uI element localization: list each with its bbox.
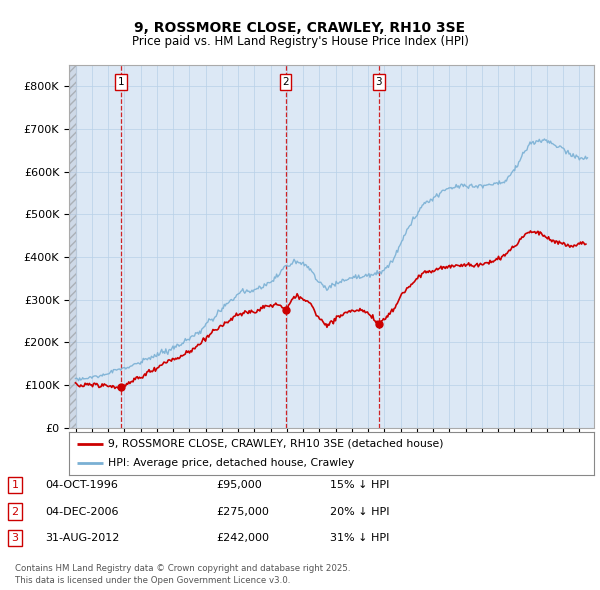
- Text: 31% ↓ HPI: 31% ↓ HPI: [330, 533, 389, 543]
- Text: £275,000: £275,000: [216, 507, 269, 516]
- Text: 3: 3: [11, 533, 19, 543]
- Bar: [69, 65, 76, 428]
- Text: 31-AUG-2012: 31-AUG-2012: [45, 533, 119, 543]
- Text: £95,000: £95,000: [216, 480, 262, 490]
- Text: 04-OCT-1996: 04-OCT-1996: [45, 480, 118, 490]
- Text: 15% ↓ HPI: 15% ↓ HPI: [330, 480, 389, 490]
- Bar: [69, 65, 76, 428]
- Text: 3: 3: [376, 77, 382, 87]
- Text: £242,000: £242,000: [216, 533, 269, 543]
- Text: 04-DEC-2006: 04-DEC-2006: [45, 507, 119, 516]
- Text: 9, ROSSMORE CLOSE, CRAWLEY, RH10 3SE (detached house): 9, ROSSMORE CLOSE, CRAWLEY, RH10 3SE (de…: [109, 439, 444, 449]
- Text: 1: 1: [118, 77, 124, 87]
- Text: 20% ↓ HPI: 20% ↓ HPI: [330, 507, 389, 516]
- Text: 2: 2: [11, 507, 19, 516]
- Text: 2: 2: [282, 77, 289, 87]
- Text: Contains HM Land Registry data © Crown copyright and database right 2025.
This d: Contains HM Land Registry data © Crown c…: [15, 565, 350, 585]
- Text: 9, ROSSMORE CLOSE, CRAWLEY, RH10 3SE: 9, ROSSMORE CLOSE, CRAWLEY, RH10 3SE: [134, 21, 466, 35]
- Text: HPI: Average price, detached house, Crawley: HPI: Average price, detached house, Craw…: [109, 458, 355, 468]
- Text: Price paid vs. HM Land Registry's House Price Index (HPI): Price paid vs. HM Land Registry's House …: [131, 35, 469, 48]
- Text: 1: 1: [11, 480, 19, 490]
